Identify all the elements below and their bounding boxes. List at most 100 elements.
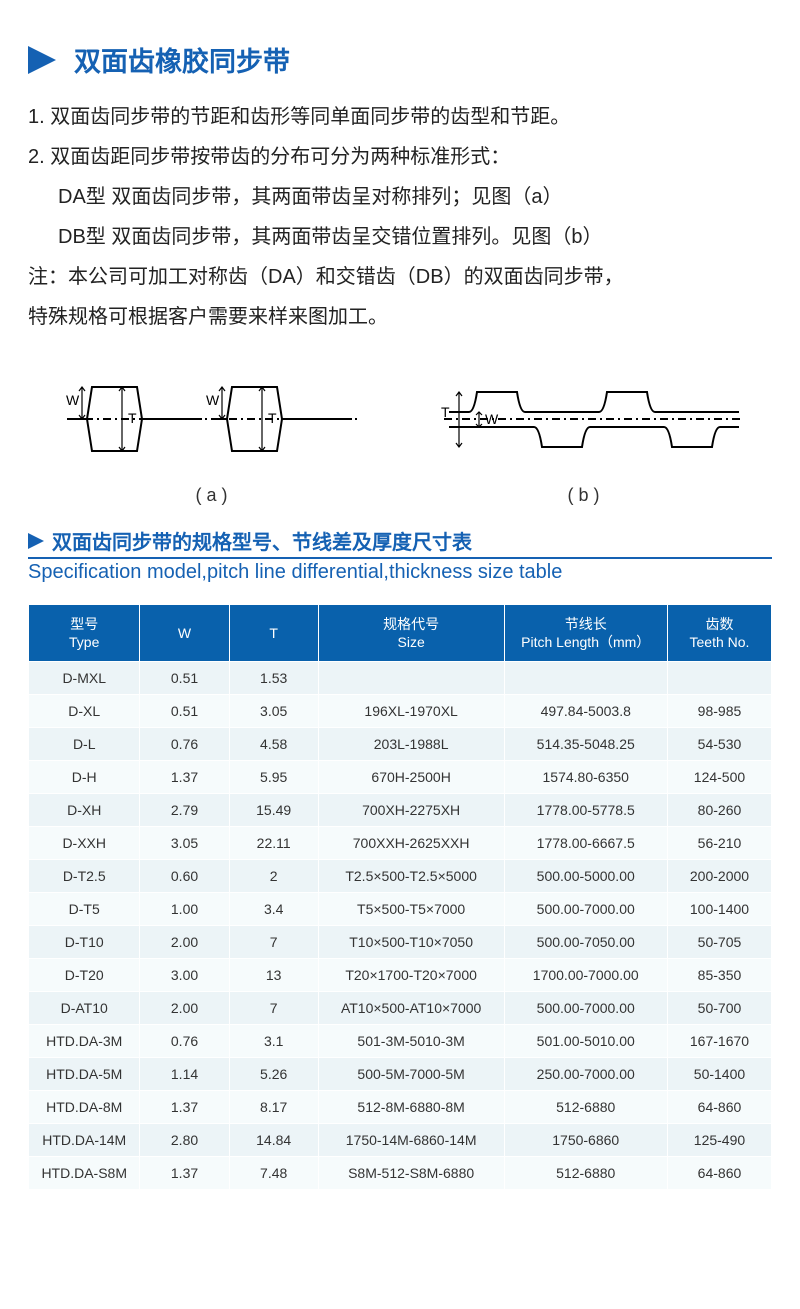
table-cell: D-XH — [29, 794, 140, 827]
table-cell: 22.11 — [229, 827, 318, 860]
table-body: D-MXL0.511.53D-XL0.513.05196XL-1970XL497… — [29, 662, 772, 1190]
table-row: HTD.DA-8M1.378.17512-8M-6880-8M512-68806… — [29, 1091, 772, 1124]
table-cell: 497.84-5003.8 — [504, 695, 667, 728]
table-row: D-T203.0013T20×1700-T20×70001700.00-7000… — [29, 959, 772, 992]
th-type: 型号 Type — [29, 605, 140, 662]
table-cell — [667, 662, 771, 695]
table-cell: T20×1700-T20×7000 — [318, 959, 504, 992]
table-row: D-T102.007T10×500-T10×7050500.00-7050.00… — [29, 926, 772, 959]
table-cell: 124-500 — [667, 761, 771, 794]
table-cell — [504, 662, 667, 695]
table-cell: D-T20 — [29, 959, 140, 992]
table-cell: 501.00-5010.00 — [504, 1025, 667, 1058]
table-row: D-AT102.007AT10×500-AT10×7000500.00-7000… — [29, 992, 772, 1025]
diagram-b-group: T W ( b ) — [419, 367, 749, 506]
table-cell: 56-210 — [667, 827, 771, 860]
table-row: D-L0.764.58203L-1988L514.35-5048.2554-53… — [29, 728, 772, 761]
table-cell: 14.84 — [229, 1124, 318, 1157]
table-cell: T10×500-T10×7050 — [318, 926, 504, 959]
table-cell: 3.4 — [229, 893, 318, 926]
table-cell: 7 — [229, 992, 318, 1025]
table-cell: 1778.00-5778.5 — [504, 794, 667, 827]
table-cell: D-T5 — [29, 893, 140, 926]
table-cell: 0.51 — [140, 662, 229, 695]
table-cell: 250.00-7000.00 — [504, 1058, 667, 1091]
table-cell: 80-260 — [667, 794, 771, 827]
table-cell: HTD.DA-8M — [29, 1091, 140, 1124]
table-cell: AT10×500-AT10×7000 — [318, 992, 504, 1025]
table-cell: 64-860 — [667, 1157, 771, 1190]
diagram-a-label: ( a ) — [52, 485, 372, 506]
table-cell: D-AT10 — [29, 992, 140, 1025]
subheading-row: 双面齿同步带的规格型号、节线差及厚度尺寸表 — [28, 526, 772, 559]
table-cell: 2.80 — [140, 1124, 229, 1157]
table-cell: 500.00-7050.00 — [504, 926, 667, 959]
table-cell: 196XL-1970XL — [318, 695, 504, 728]
table-cell: 1750-14M-6860-14M — [318, 1124, 504, 1157]
table-cell: 98-985 — [667, 695, 771, 728]
table-cell: 2.00 — [140, 926, 229, 959]
t-label-b: T — [441, 404, 450, 420]
table-cell: 0.60 — [140, 860, 229, 893]
w-label: W — [66, 392, 80, 408]
table-row: HTD.DA-S8M1.377.48S8M-512-S8M-6880512-68… — [29, 1157, 772, 1190]
subheading-en: Specification model,pitch line different… — [28, 561, 772, 584]
table-cell: 7.48 — [229, 1157, 318, 1190]
table-cell: 50-705 — [667, 926, 771, 959]
table-cell: 50-700 — [667, 992, 771, 1025]
table-cell: 1750-6860 — [504, 1124, 667, 1157]
table-row: D-XH2.7915.49700XH-2275XH1778.00-5778.58… — [29, 794, 772, 827]
table-cell: 125-490 — [667, 1124, 771, 1157]
table-row: D-XL0.513.05196XL-1970XL497.84-5003.898-… — [29, 695, 772, 728]
table-row: HTD.DA-3M0.763.1501-3M-5010-3M501.00-501… — [29, 1025, 772, 1058]
table-cell: 1.14 — [140, 1058, 229, 1091]
table-cell: 500.00-5000.00 — [504, 860, 667, 893]
table-cell: 700XXH-2625XXH — [318, 827, 504, 860]
table-cell: HTD.DA-5M — [29, 1058, 140, 1091]
table-cell: 512-6880 — [504, 1157, 667, 1190]
table-cell: 3.00 — [140, 959, 229, 992]
table-cell: 85-350 — [667, 959, 771, 992]
table-cell: 2 — [229, 860, 318, 893]
description-block: 1. 双面齿同步带的节距和齿形等同单面同步带的齿型和节距。 2. 双面齿距同步带… — [28, 97, 772, 337]
table-cell: D-XXH — [29, 827, 140, 860]
table-cell: T2.5×500-T2.5×5000 — [318, 860, 504, 893]
table-row: HTD.DA-5M1.145.26500-5M-7000-5M250.00-70… — [29, 1058, 772, 1091]
desc-line: 特殊规格可根据客户需要来样来图加工。 — [28, 306, 388, 328]
triangle-icon — [28, 46, 56, 74]
table-cell: 100-1400 — [667, 893, 771, 926]
table-cell: 200-2000 — [667, 860, 771, 893]
diagram-b-icon: T W — [419, 367, 749, 472]
table-cell: 64-860 — [667, 1091, 771, 1124]
table-cell: D-MXL — [29, 662, 140, 695]
table-cell: 1.37 — [140, 1157, 229, 1190]
table-cell: T5×500-T5×7000 — [318, 893, 504, 926]
spec-table: 型号 Type W T 规格代号 Size 节线长 Pitch Length（m… — [28, 604, 772, 1190]
table-cell: 1.37 — [140, 761, 229, 794]
th-t: T — [229, 605, 318, 662]
table-cell: 501-3M-5010-3M — [318, 1025, 504, 1058]
table-cell: 512-6880 — [504, 1091, 667, 1124]
diagram-row: W T W T ( a ) — [28, 367, 772, 506]
table-cell: 1700.00-7000.00 — [504, 959, 667, 992]
desc-line: 2. 双面齿距同步带按带齿的分布可分为两种标准形式： — [28, 146, 510, 168]
diagram-a-group: W T W T ( a ) — [52, 367, 372, 506]
table-row: D-T51.003.4T5×500-T5×7000500.00-7000.001… — [29, 893, 772, 926]
title-row: 双面齿橡胶同步带 — [28, 40, 772, 79]
table-cell: D-H — [29, 761, 140, 794]
table-cell: 167-1670 — [667, 1025, 771, 1058]
table-cell: 7 — [229, 926, 318, 959]
table-cell: 5.95 — [229, 761, 318, 794]
table-cell: 0.51 — [140, 695, 229, 728]
table-cell: 2.00 — [140, 992, 229, 1025]
subheading-cn: 双面齿同步带的规格型号、节线差及厚度尺寸表 — [52, 526, 472, 555]
table-row: D-XXH3.0522.11700XXH-2625XXH1778.00-6667… — [29, 827, 772, 860]
th-teeth: 齿数 Teeth No. — [667, 605, 771, 662]
table-cell: 500.00-7000.00 — [504, 992, 667, 1025]
table-cell: 8.17 — [229, 1091, 318, 1124]
table-cell: 13 — [229, 959, 318, 992]
table-cell: 700XH-2275XH — [318, 794, 504, 827]
table-cell: 2.79 — [140, 794, 229, 827]
table-row: D-T2.50.602T2.5×500-T2.5×5000500.00-5000… — [29, 860, 772, 893]
table-row: D-MXL0.511.53 — [29, 662, 772, 695]
